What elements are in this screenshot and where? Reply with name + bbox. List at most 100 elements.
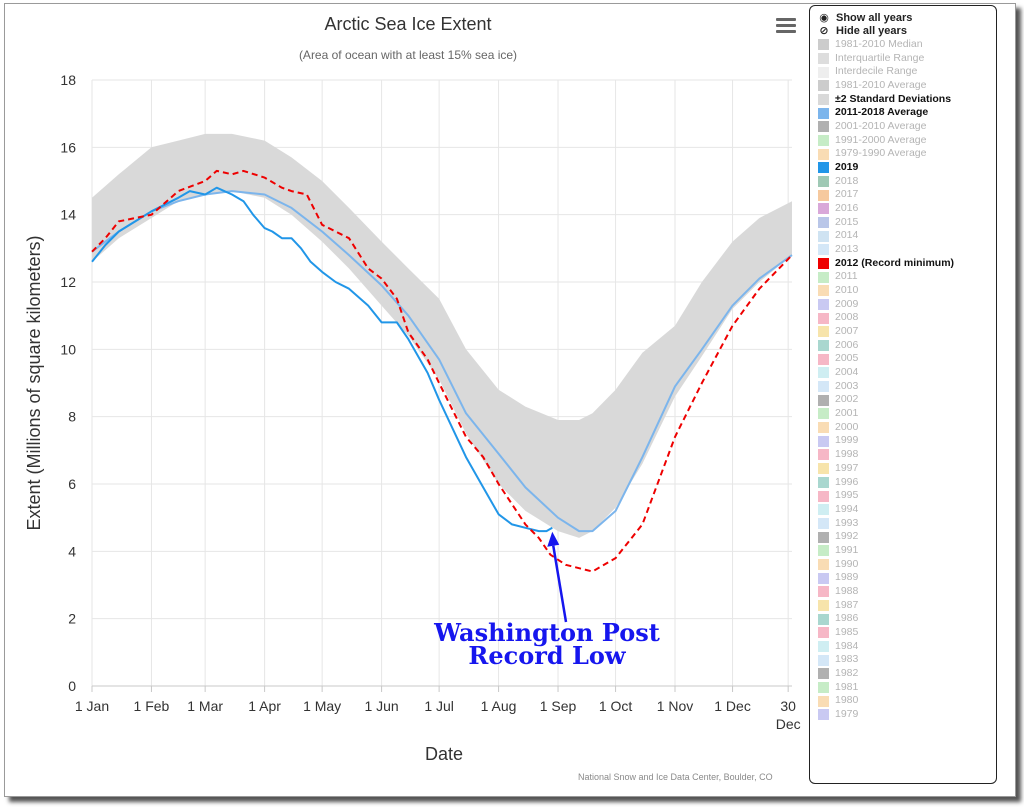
legend-item[interactable]: Interdecile Range bbox=[818, 65, 996, 79]
legend-item[interactable]: 2002 bbox=[818, 393, 996, 407]
legend-item[interactable]: 1985 bbox=[818, 626, 996, 640]
legend-item[interactable]: 2009 bbox=[818, 298, 996, 312]
legend-item-label: 2011-2018 Average bbox=[835, 106, 929, 119]
legend-item[interactable]: Interquartile Range bbox=[818, 52, 996, 66]
legend-swatch bbox=[818, 668, 829, 680]
legend-item-label: 1983 bbox=[835, 653, 859, 666]
legend-item[interactable]: 1990 bbox=[818, 558, 996, 572]
legend-item[interactable]: 1982 bbox=[818, 667, 996, 681]
legend-item[interactable]: 2018 bbox=[818, 175, 996, 189]
legend-item-label: 1981 bbox=[835, 680, 859, 693]
legend-item[interactable]: 1991-2000 Average bbox=[818, 134, 996, 148]
legend-item[interactable]: 1995 bbox=[818, 489, 996, 503]
legend-item[interactable]: ±2 Standard Deviations bbox=[818, 93, 996, 107]
legend-item[interactable]: 1988 bbox=[818, 585, 996, 599]
legend-item-label: 1989 bbox=[835, 571, 859, 584]
series-line-2012 bbox=[91, 169, 793, 573]
legend-swatch bbox=[818, 463, 829, 475]
legend-item[interactable]: 2014 bbox=[818, 229, 996, 243]
hide-all-years-button[interactable]: ⊘ Hide all years bbox=[818, 25, 996, 38]
legend-panel: ◉ Show all years ⊘ Hide all years 1981-2010 … bbox=[809, 5, 997, 784]
legend-swatch bbox=[818, 695, 829, 707]
legend-item[interactable]: 2011-2018 Average bbox=[818, 106, 996, 120]
credit-text: National Snow and Ice Data Center, Bould… bbox=[578, 772, 773, 782]
legend-item[interactable]: 2019 bbox=[818, 161, 996, 175]
legend-item[interactable]: 2001-2010 Average bbox=[818, 120, 996, 134]
legend-swatch bbox=[818, 394, 829, 406]
legend-item-label: 2002 bbox=[835, 393, 859, 406]
legend-item[interactable]: 1996 bbox=[818, 476, 996, 490]
legend-item-label: 1986 bbox=[835, 612, 859, 625]
legend-item[interactable]: 2004 bbox=[818, 366, 996, 380]
legend-swatch bbox=[818, 408, 829, 420]
legend-item-label: 1987 bbox=[835, 598, 859, 611]
y-tick-label: 14 bbox=[60, 207, 76, 223]
legend-swatch bbox=[818, 435, 829, 447]
x-tick-label: 1 Nov bbox=[657, 698, 694, 714]
legend-item[interactable]: 1979-1990 Average bbox=[818, 147, 996, 161]
legend-swatch bbox=[818, 121, 829, 133]
legend-item[interactable]: 2015 bbox=[818, 216, 996, 230]
legend-swatch bbox=[818, 531, 829, 543]
legend-item[interactable]: 1979 bbox=[818, 708, 996, 722]
legend-item-label: 1984 bbox=[835, 639, 859, 652]
legend-item[interactable]: 2017 bbox=[818, 188, 996, 202]
x-axis-title: Date bbox=[425, 744, 463, 764]
legend-item-label: 1998 bbox=[835, 448, 859, 461]
legend-item-label: 2003 bbox=[835, 379, 859, 392]
legend-item[interactable]: 2016 bbox=[818, 202, 996, 216]
legend-item[interactable]: 2012 (Record minimum) bbox=[818, 257, 996, 271]
legend-item[interactable]: 2003 bbox=[818, 380, 996, 394]
legend-item[interactable]: 1998 bbox=[818, 448, 996, 462]
legend-item-label: 1991 bbox=[835, 543, 859, 556]
legend-swatch bbox=[818, 203, 829, 215]
x-tick-label: 1 Jun bbox=[364, 698, 398, 714]
legend-item[interactable]: 1993 bbox=[818, 517, 996, 531]
legend-swatch bbox=[818, 449, 829, 461]
hamburger-menu-icon[interactable] bbox=[776, 18, 796, 36]
legend-item-label: 1996 bbox=[835, 475, 859, 488]
legend-swatch bbox=[818, 80, 829, 92]
legend-item[interactable]: 1994 bbox=[818, 503, 996, 517]
x-tick-label: 1 Jan bbox=[75, 698, 109, 714]
legend-item[interactable]: 2007 bbox=[818, 325, 996, 339]
legend-item[interactable]: 2006 bbox=[818, 339, 996, 353]
legend-swatch bbox=[818, 299, 829, 311]
legend-item[interactable]: 1989 bbox=[818, 571, 996, 585]
show-all-years-button[interactable]: ◉ Show all years bbox=[818, 12, 996, 25]
legend-item[interactable]: 2008 bbox=[818, 311, 996, 325]
legend-item-label: 1981-2010 Average bbox=[835, 79, 927, 92]
legend-item[interactable]: 1983 bbox=[818, 653, 996, 667]
legend-item[interactable]: 2011 bbox=[818, 270, 996, 284]
legend-item[interactable]: 1981-2010 Average bbox=[818, 79, 996, 93]
legend-item-label: 2004 bbox=[835, 366, 859, 379]
legend-item[interactable]: 1984 bbox=[818, 640, 996, 654]
legend-item[interactable]: 1999 bbox=[818, 434, 996, 448]
x-tick-label: 1 Mar bbox=[187, 698, 223, 714]
series-line-2019 bbox=[91, 186, 553, 533]
legend-item[interactable]: 1981-2010 Median bbox=[818, 38, 996, 52]
legend-item[interactable]: 2001 bbox=[818, 407, 996, 421]
legend-item[interactable]: 1997 bbox=[818, 462, 996, 476]
legend-item[interactable]: 1991 bbox=[818, 544, 996, 558]
legend-swatch bbox=[818, 162, 829, 174]
legend-item-label: 2012 (Record minimum) bbox=[835, 256, 955, 269]
legend-swatch bbox=[818, 258, 829, 270]
legend-item[interactable]: 2010 bbox=[818, 284, 996, 298]
y-tick-label: 6 bbox=[68, 476, 76, 492]
legend-item[interactable]: 2013 bbox=[818, 243, 996, 257]
legend-item-label: 2007 bbox=[835, 325, 859, 338]
legend-item[interactable]: 2000 bbox=[818, 421, 996, 435]
legend-swatch bbox=[818, 189, 829, 201]
legend-item-label: ±2 Standard Deviations bbox=[835, 92, 952, 105]
legend-item[interactable]: 1987 bbox=[818, 599, 996, 613]
legend-item-label: 1993 bbox=[835, 516, 859, 529]
x-tick-label: 1 Oct bbox=[599, 698, 633, 714]
legend-item[interactable]: 1992 bbox=[818, 530, 996, 544]
legend-swatch bbox=[818, 94, 829, 106]
legend-item[interactable]: 1981 bbox=[818, 681, 996, 695]
legend-item[interactable]: 1980 bbox=[818, 694, 996, 708]
legend-item[interactable]: 2005 bbox=[818, 352, 996, 366]
legend-item[interactable]: 1986 bbox=[818, 612, 996, 626]
legend-swatch bbox=[818, 627, 829, 639]
